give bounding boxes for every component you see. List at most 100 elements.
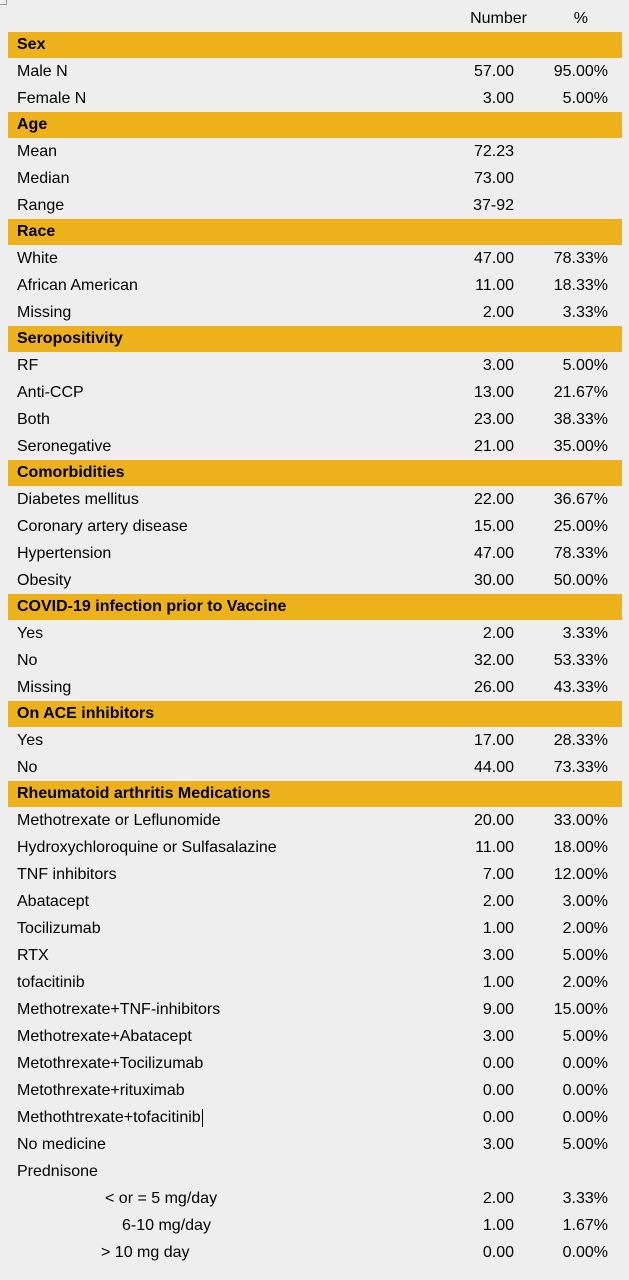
percent-cell: 5.00%: [562, 947, 608, 964]
row-label: Missing: [17, 299, 71, 326]
table-row: > 10 mg day 0.00 0.00%: [8, 1239, 622, 1266]
percent-column-header: %: [573, 10, 588, 27]
number-cell: 22.00: [473, 491, 514, 508]
table-row: Methotrexate+Abatacept 3.00 5.00%: [8, 1023, 622, 1050]
table-row: Tocilizumab 1.00 2.00%: [8, 915, 622, 942]
table-row: Obesity 30.00 50.00%: [8, 567, 622, 594]
number-cell: 3.00: [482, 947, 514, 964]
row-label-text: African American: [17, 277, 138, 294]
table-row: Abatacept 2.00 3.00%: [8, 888, 622, 915]
row-label-text: Diabetes mellitus: [17, 491, 139, 508]
number-cell: 2.00: [482, 1190, 514, 1207]
table-row: No medicine 3.00 5.00%: [8, 1131, 622, 1158]
number-cell: 3.00: [482, 357, 514, 374]
number-cell: 11.00: [475, 277, 514, 294]
row-label: Prednisone: [17, 1158, 98, 1185]
percent-cell: 73.33%: [553, 759, 608, 776]
percent-cell: 3.33%: [562, 304, 608, 321]
row-label-text: Yes: [17, 625, 44, 642]
table-row: Methothtrexate+tofacitinib 0.00 0.00%: [8, 1104, 622, 1131]
table-row: TNF inhibitors 7.00 12.00%: [8, 861, 622, 888]
row-label: African American: [17, 272, 138, 299]
row-label-text: tofacitinib: [17, 974, 85, 991]
percent-cell: 25.00%: [553, 518, 608, 535]
number-cell: 3.00: [482, 90, 514, 107]
row-label: Yes: [17, 620, 43, 647]
table-row: Seronegative 21.00 35.00%: [8, 433, 622, 460]
number-cell: 2.00: [482, 304, 514, 321]
percent-cell: 3.33%: [562, 625, 608, 642]
percent-cell: 15.00%: [553, 1001, 608, 1018]
demographics-table: Number % Sex Male N 57.00 95.00% Female N 3.0…: [8, 4, 622, 1266]
number-cell: 47.00: [473, 250, 514, 267]
table-row: Missing 2.00 3.33%: [8, 299, 622, 326]
row-label: Metothrexate+rituximab: [17, 1077, 185, 1104]
row-label-text: Mean: [17, 143, 58, 160]
number-cell: 23.00: [473, 411, 514, 428]
percent-cell: 21.67%: [553, 384, 608, 401]
percent-cell: 0.00%: [562, 1109, 608, 1126]
number-cell: 26.00: [473, 679, 514, 696]
table-row: Anti-CCP 13.00 21.67%: [8, 379, 622, 406]
table-row: White 47.00 78.33%: [8, 245, 622, 272]
section-header: Age: [8, 112, 622, 138]
number-cell: 0.00: [482, 1244, 514, 1261]
row-label-text: Coronary artery disease: [17, 518, 188, 535]
number-cell: 44.00: [473, 759, 514, 776]
percent-cell: 53.33%: [553, 652, 608, 669]
percent-cell: 12.00%: [553, 866, 608, 883]
section-header: COVID-19 infection prior to Vaccine: [8, 594, 622, 620]
row-label-text: Obesity: [17, 572, 72, 589]
row-label: Abatacept: [17, 888, 89, 915]
number-cell: 2.00: [482, 893, 514, 910]
number-cell: 57.00: [473, 63, 514, 80]
section-header: Comorbidities: [8, 460, 622, 486]
table-row: 6-10 mg/day 1.00 1.67%: [8, 1212, 622, 1239]
row-label-text: Tocilizumab: [17, 920, 101, 937]
percent-cell: 38.33%: [553, 411, 608, 428]
row-label-text: Missing: [17, 304, 72, 321]
text-cursor: [201, 1108, 203, 1127]
row-label-text: Hypertension: [17, 545, 112, 562]
table-row: Metothrexate+Tocilizumab 0.00 0.00%: [8, 1050, 622, 1077]
cell-corner-marker: [0, 0, 7, 5]
row-label-text: White: [17, 250, 58, 267]
row-label: Anti-CCP: [17, 379, 84, 406]
percent-cell: 50.00%: [553, 572, 608, 589]
number-cell: 32.00: [473, 652, 514, 669]
number-cell: 9.00: [482, 1001, 514, 1018]
percent-cell: 1.67%: [562, 1217, 608, 1234]
number-cell: 1.00: [482, 920, 514, 937]
number-cell: 3.00: [482, 1028, 514, 1045]
row-label: TNF inhibitors: [17, 861, 117, 888]
table-row: Coronary artery disease 15.00 25.00%: [8, 513, 622, 540]
row-label-text: Methotrexate+Abatacept: [17, 1028, 192, 1045]
section-title: Seropositivity: [17, 330, 123, 347]
number-cell: 2.00: [482, 625, 514, 642]
table-row: Missing 26.00 43.33%: [8, 674, 622, 701]
percent-cell: 18.33%: [553, 277, 608, 294]
number-cell: 47.00: [473, 545, 514, 562]
row-label: Coronary artery disease: [17, 513, 188, 540]
table-row: Range 37-92: [8, 192, 622, 219]
row-label-text: 6-10 mg/day: [122, 1217, 211, 1234]
percent-cell: 5.00%: [562, 1136, 608, 1153]
section-header: Sex: [8, 32, 622, 58]
table-row: Median 73.00: [8, 165, 622, 192]
percent-cell: 78.33%: [553, 545, 608, 562]
table-row: RTX 3.00 5.00%: [8, 942, 622, 969]
percent-cell: 28.33%: [553, 732, 608, 749]
row-label-text: Both: [17, 411, 50, 428]
row-label: Obesity: [17, 567, 71, 594]
percent-cell: 2.00%: [562, 974, 608, 991]
table-row: tofacitinib 1.00 2.00%: [8, 969, 622, 996]
section-title: COVID-19 infection prior to Vaccine: [17, 598, 287, 615]
section-title: Rheumatoid arthritis Medications: [17, 785, 271, 802]
table-row: Metothrexate+rituximab 0.00 0.00%: [8, 1077, 622, 1104]
row-label: Hydroxychloroquine or Sulfasalazine: [17, 834, 277, 861]
number-cell: 73.00: [473, 170, 514, 187]
row-label: Female N: [17, 85, 86, 112]
row-label: Both: [17, 406, 50, 433]
number-cell: 0.00: [482, 1082, 514, 1099]
section-title: Race: [17, 223, 56, 240]
